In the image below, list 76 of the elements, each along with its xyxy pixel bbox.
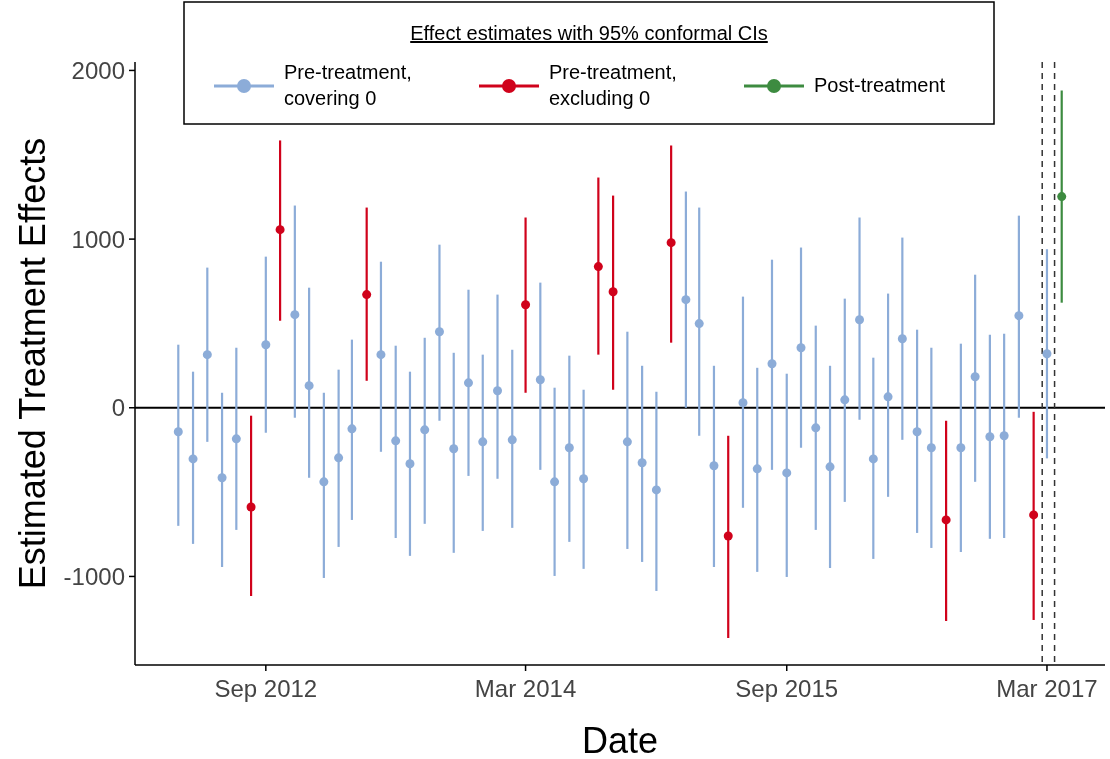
point — [840, 395, 850, 405]
point — [681, 295, 691, 305]
point — [709, 461, 719, 471]
point — [622, 437, 632, 447]
point — [999, 431, 1009, 441]
point — [173, 427, 183, 437]
point — [926, 443, 936, 453]
point — [666, 238, 676, 248]
point — [362, 290, 372, 300]
point — [825, 462, 835, 472]
point — [752, 464, 762, 474]
point — [521, 300, 531, 310]
point — [651, 485, 661, 495]
point — [376, 350, 386, 360]
legend-label: Post-treatment — [814, 74, 946, 96]
point — [956, 443, 966, 453]
legend-label: Pre-treatment, covering 0 — [284, 61, 412, 109]
x-tick-label: Sep 2012 — [214, 675, 318, 702]
point — [767, 359, 777, 369]
point — [391, 436, 401, 446]
x-tick-label: Mar 2017 — [996, 675, 1098, 702]
point — [897, 334, 907, 344]
point — [855, 315, 865, 325]
point — [347, 424, 357, 434]
point — [941, 515, 951, 525]
point — [868, 454, 878, 464]
point — [261, 340, 271, 350]
point — [290, 310, 300, 320]
point — [217, 473, 227, 483]
x-tick-label: Sep 2015 — [735, 675, 839, 702]
point — [202, 350, 212, 360]
point — [985, 432, 995, 442]
point — [579, 474, 589, 484]
point — [550, 477, 560, 487]
point — [420, 425, 430, 435]
point — [463, 378, 473, 388]
point — [319, 477, 329, 487]
y-tick-label: -1000 — [63, 562, 125, 590]
point — [970, 372, 980, 382]
point — [564, 443, 574, 453]
y-tick-label: 1000 — [71, 225, 125, 253]
point — [188, 454, 198, 464]
point — [1042, 349, 1052, 359]
point — [535, 375, 545, 385]
y-axis-title: Estimated Treatment Effects — [12, 137, 53, 590]
y-tick-label: 0 — [111, 394, 125, 422]
point — [1014, 311, 1024, 321]
point — [507, 435, 517, 445]
x-tick-label: Mar 2014 — [474, 675, 577, 702]
point — [811, 423, 821, 433]
point — [637, 458, 647, 468]
point — [694, 319, 704, 329]
point — [1057, 192, 1067, 202]
point — [246, 502, 256, 512]
point — [405, 459, 415, 469]
point — [231, 434, 241, 444]
point — [883, 392, 893, 402]
point — [912, 427, 922, 437]
legend-title: Effect estimates with 95% conformal CIs — [410, 22, 768, 44]
point — [478, 437, 488, 447]
point — [275, 225, 285, 235]
point — [449, 444, 459, 454]
point — [434, 327, 444, 337]
y-tick-label: 2000 — [71, 56, 125, 84]
legend-label: Pre-treatment, excluding 0 — [549, 61, 677, 109]
point — [738, 398, 748, 408]
point — [796, 343, 806, 353]
point — [782, 468, 792, 478]
point — [334, 453, 344, 463]
point — [1029, 510, 1039, 520]
point — [593, 262, 603, 272]
point — [608, 287, 618, 297]
point — [723, 531, 733, 541]
point — [493, 386, 502, 396]
point — [304, 381, 314, 391]
x-axis-title: Date — [581, 720, 659, 759]
